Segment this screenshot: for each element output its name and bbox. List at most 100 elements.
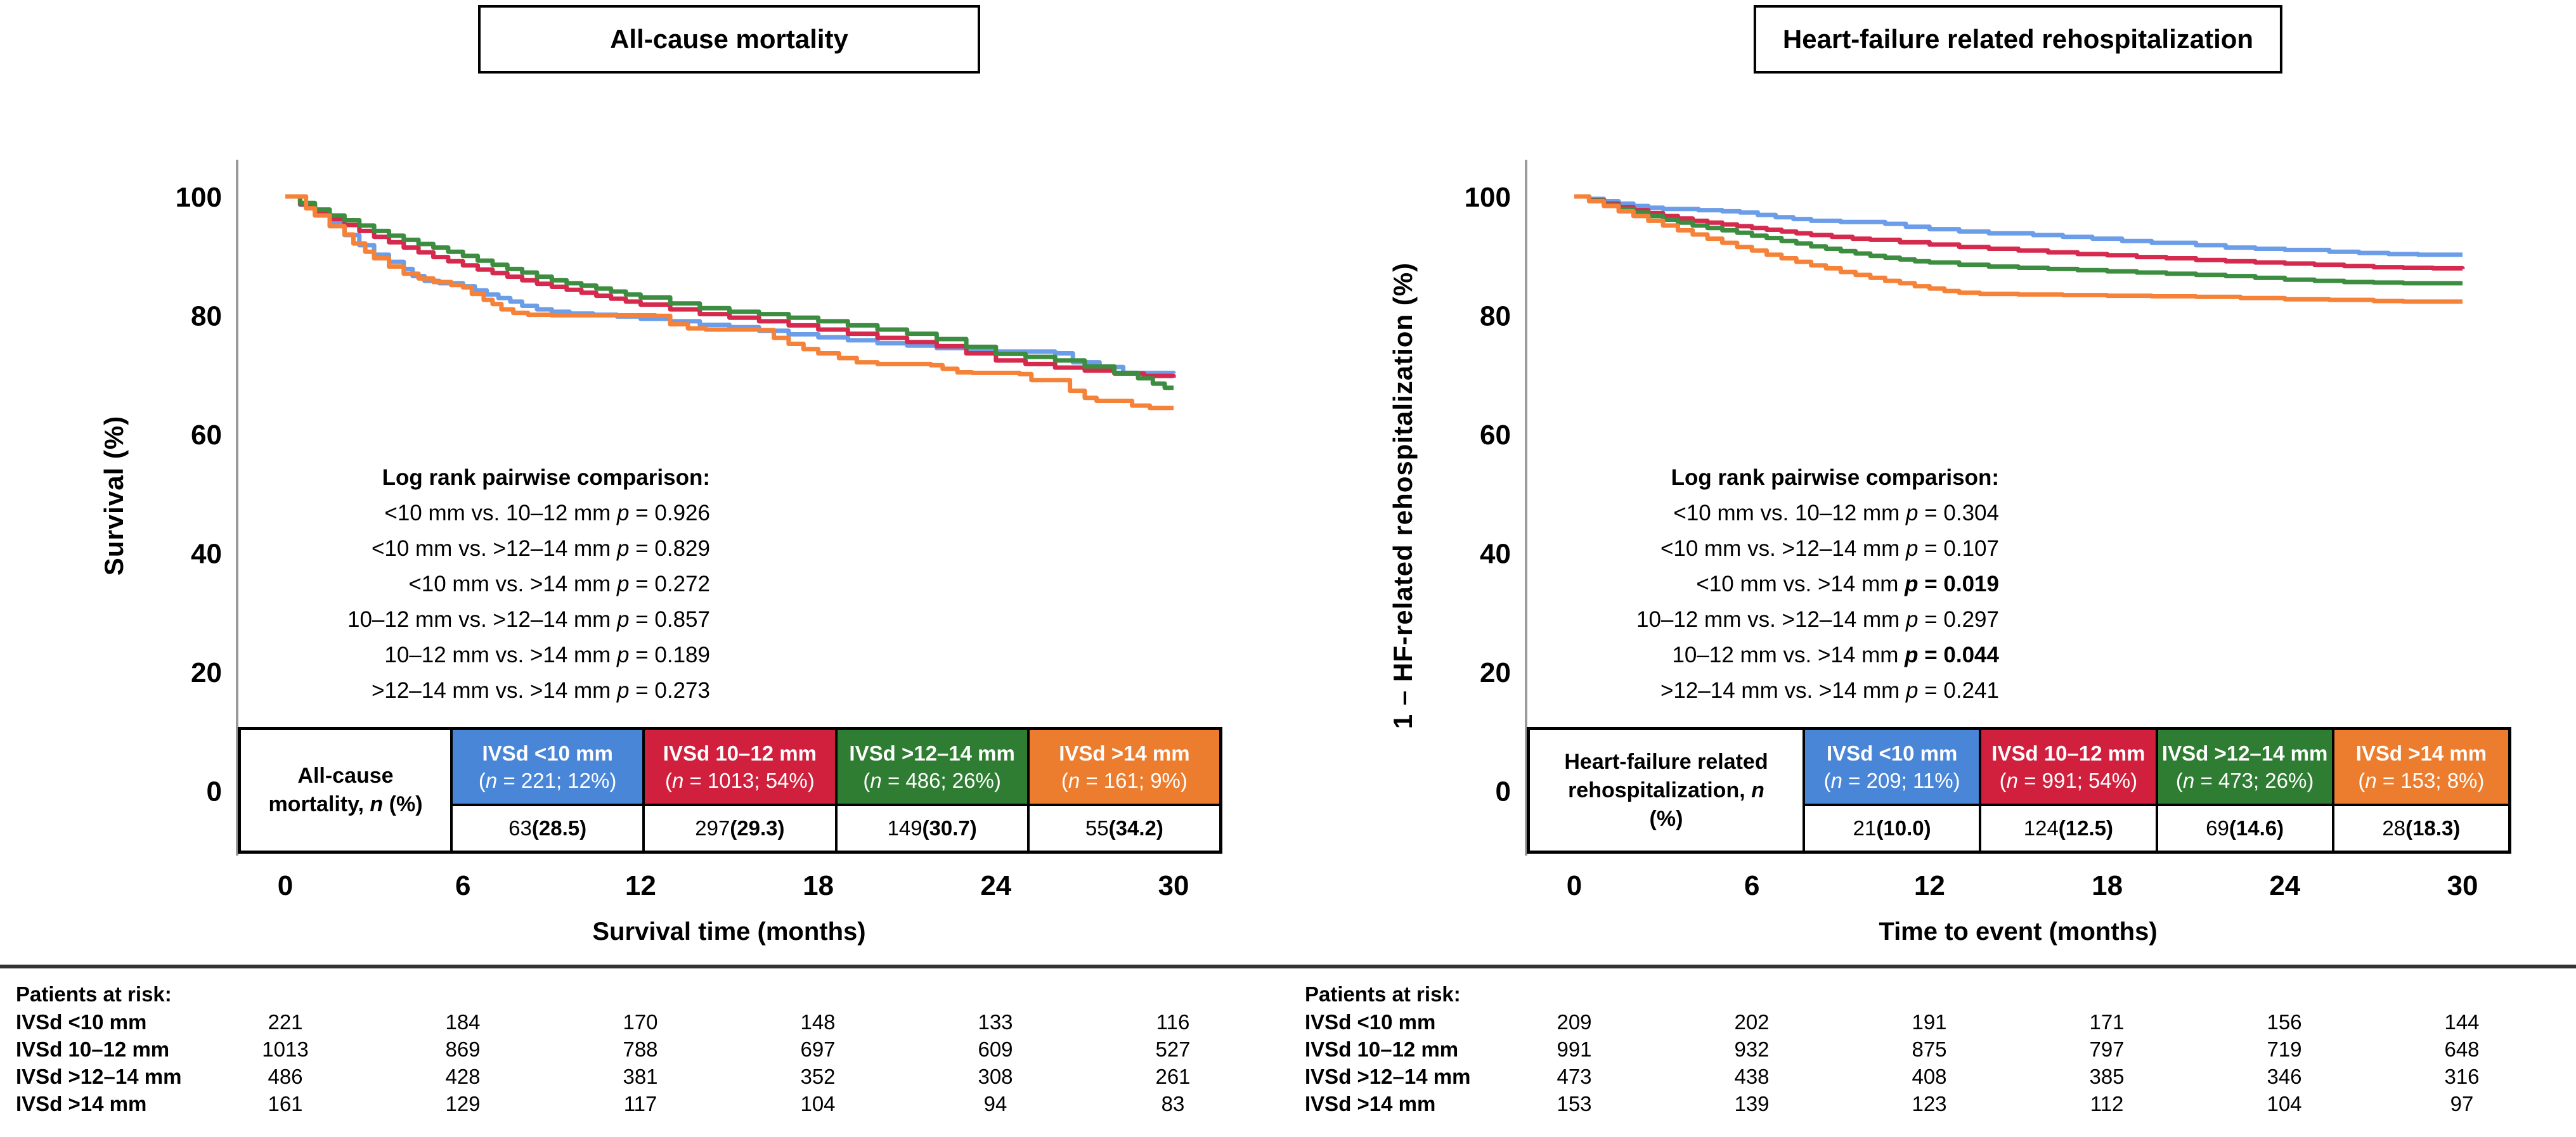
risk-count: 104 — [800, 1091, 836, 1115]
risk-count: 932 — [1734, 1037, 1770, 1061]
risk-count: 133 — [978, 1010, 1013, 1034]
text-segment: 55 — [1085, 816, 1109, 840]
km-curve-ivsd-gt12-14 — [285, 194, 1174, 390]
text-segment: >12–14 mm vs. >14 mm — [1660, 678, 1906, 703]
patients-at-risk-heading: Patients at risk: — [1305, 982, 1461, 1006]
text-segment: n — [485, 769, 498, 792]
group-column-header: IVSd >12–14 mm (n = 486; 26%) — [837, 730, 1027, 806]
group-name: IVSd 10–12 mm — [1991, 742, 2146, 765]
group-name: IVSd <10 mm — [482, 742, 613, 765]
risk-row-label: IVSd <10 mm — [16, 1010, 147, 1034]
text-segment: 10–12 mm vs. >12–14 mm — [347, 607, 618, 632]
text-segment: 69 — [2206, 816, 2229, 840]
text-segment: n — [2365, 769, 2377, 792]
risk-count: 139 — [1734, 1091, 1770, 1115]
text-segment: n — [2006, 769, 2019, 792]
y-tick-label: 20 — [1480, 657, 1511, 688]
chart-title: Heart-failure related rehospitalization — [1753, 5, 2283, 74]
risk-count: 697 — [800, 1037, 836, 1061]
y-tick-label: 100 — [1465, 182, 1511, 213]
text-segment: (28.5) — [531, 816, 587, 840]
text-segment: ( — [478, 769, 486, 792]
risk-count: 144 — [2444, 1010, 2480, 1034]
text-segment: (18.3) — [2405, 816, 2461, 840]
text-segment: = 0.297 — [1918, 607, 1999, 632]
logrank-line: <10 mm vs. 10–12 mm p = 0.304 — [1536, 496, 1999, 531]
text-segment: rehospitalization, — [1568, 778, 1752, 802]
section-divider — [0, 965, 2576, 968]
text-segment: = 0.273 — [629, 678, 710, 703]
survival-plot: 100 80 60 40 20 0 0 6 12 18 24 30 — [176, 160, 1189, 901]
risk-count: 170 — [623, 1010, 658, 1034]
y-tick-label: 0 — [1496, 776, 1511, 807]
risk-count: 104 — [2267, 1091, 2302, 1115]
y-tick-label: 80 — [191, 301, 222, 332]
text-segment: (14.6) — [2229, 816, 2284, 840]
text-segment: = 486; 26%) — [881, 769, 1001, 792]
risk-count: 438 — [1734, 1064, 1770, 1088]
group-column-header: IVSd >12–14 mm (n = 473; 26%) — [2158, 730, 2332, 806]
text-segment: ( — [1823, 769, 1831, 792]
risk-count: 156 — [2267, 1010, 2302, 1034]
text-segment: = 0.241 — [1918, 678, 1999, 703]
text-segment: 149 — [887, 816, 922, 840]
group-event-count: 55 (34.2) — [1029, 806, 1219, 851]
risk-count: 148 — [800, 1010, 836, 1034]
text-segment: (30.7) — [922, 816, 977, 840]
risk-count: 788 — [623, 1037, 658, 1061]
x-tick-label: 6 — [1744, 870, 1759, 901]
risk-count: 161 — [268, 1091, 303, 1115]
risk-count: 428 — [445, 1064, 481, 1088]
group-count: (n = 153; 8%) — [2358, 767, 2484, 794]
risk-count: 875 — [1912, 1037, 1947, 1061]
panel-all-cause-mortality: All-cause mortality Survival (%) 100 80 60… — [0, 0, 1287, 963]
logrank-comparison-block: Log rank pairwise comparison: <10 mm vs.… — [247, 460, 710, 709]
group-column-ivsd-gt12-14: IVSd >12–14 mm (n = 486; 26%) 149 (30.7) — [834, 730, 1027, 851]
text-segment: p — [617, 607, 630, 632]
risk-row: IVSd >12–14 mm 473 438 408 385 346 316 — [1289, 1063, 2576, 1090]
text-segment: 10–12 mm vs. >14 mm — [384, 643, 618, 667]
x-axis-label: Time to event (months) — [1879, 918, 2158, 946]
risk-row-label: IVSd >12–14 mm — [16, 1064, 182, 1088]
risk-count: 381 — [623, 1064, 658, 1088]
text-segment: = 1013; 54%) — [683, 769, 815, 792]
text-segment: ( — [2175, 769, 2183, 792]
logrank-heading: Log rank pairwise comparison: — [1671, 465, 1999, 490]
text-segment: <10 mm vs. >14 mm — [1696, 572, 1905, 596]
text-segment: p — [1906, 536, 1919, 561]
group-table-label-line: rehospitalization, n — [1568, 776, 1764, 805]
text-segment: 63 — [508, 816, 532, 840]
group-event-count: 63 (28.5) — [453, 806, 643, 851]
logrank-line: 10–12 mm vs. >14 mm p = 0.189 — [247, 638, 710, 673]
y-tick-label: 20 — [191, 657, 222, 688]
text-segment: p — [1906, 501, 1919, 525]
risk-count: 261 — [1155, 1064, 1191, 1088]
logrank-line: >12–14 mm vs. >14 mm p = 0.241 — [1536, 673, 1999, 709]
risk-count: 112 — [2090, 1091, 2124, 1115]
text-segment: ( — [1999, 769, 2007, 792]
x-tick-label: 12 — [1914, 870, 1945, 901]
group-column-header: IVSd 10–12 mm (n = 991; 54%) — [1981, 730, 2156, 806]
group-name: IVSd <10 mm — [1826, 742, 1958, 765]
text-segment: (34.2) — [1108, 816, 1163, 840]
text-segment: Heart-failure related — [1564, 749, 1768, 774]
risk-row: IVSd >14 mm 161 129 117 104 94 83 — [0, 1090, 1287, 1117]
risk-row-label: IVSd 10–12 mm — [1305, 1037, 1459, 1061]
y-axis-line — [1525, 160, 1527, 856]
text-segment: = 991; 54%) — [2018, 769, 2138, 792]
risk-count: 209 — [1557, 1010, 1592, 1034]
logrank-comparison-block: Log rank pairwise comparison: <10 mm vs.… — [1536, 460, 1999, 709]
group-table-row-label: Heart-failure related rehospitalization, … — [1530, 730, 1803, 851]
text-segment: <10 mm vs. >12–14 mm — [1660, 536, 1906, 561]
group-event-count: 69 (14.6) — [2158, 806, 2332, 851]
km-curve-ivsd-gt12-14 — [1574, 194, 2463, 286]
text-segment: p — [1906, 678, 1919, 703]
group-name: IVSd >14 mm — [2355, 742, 2487, 765]
risk-count: 408 — [1912, 1064, 1947, 1088]
risk-row-label: IVSd <10 mm — [1305, 1010, 1436, 1034]
group-column-header: IVSd <10 mm (n = 209; 11%) — [1805, 730, 1979, 806]
text-segment: = 161; 9%) — [1080, 769, 1188, 792]
text-segment: <10 mm vs. 10–12 mm — [1673, 501, 1906, 525]
km-curve-ivsd-gt14 — [285, 194, 1174, 411]
